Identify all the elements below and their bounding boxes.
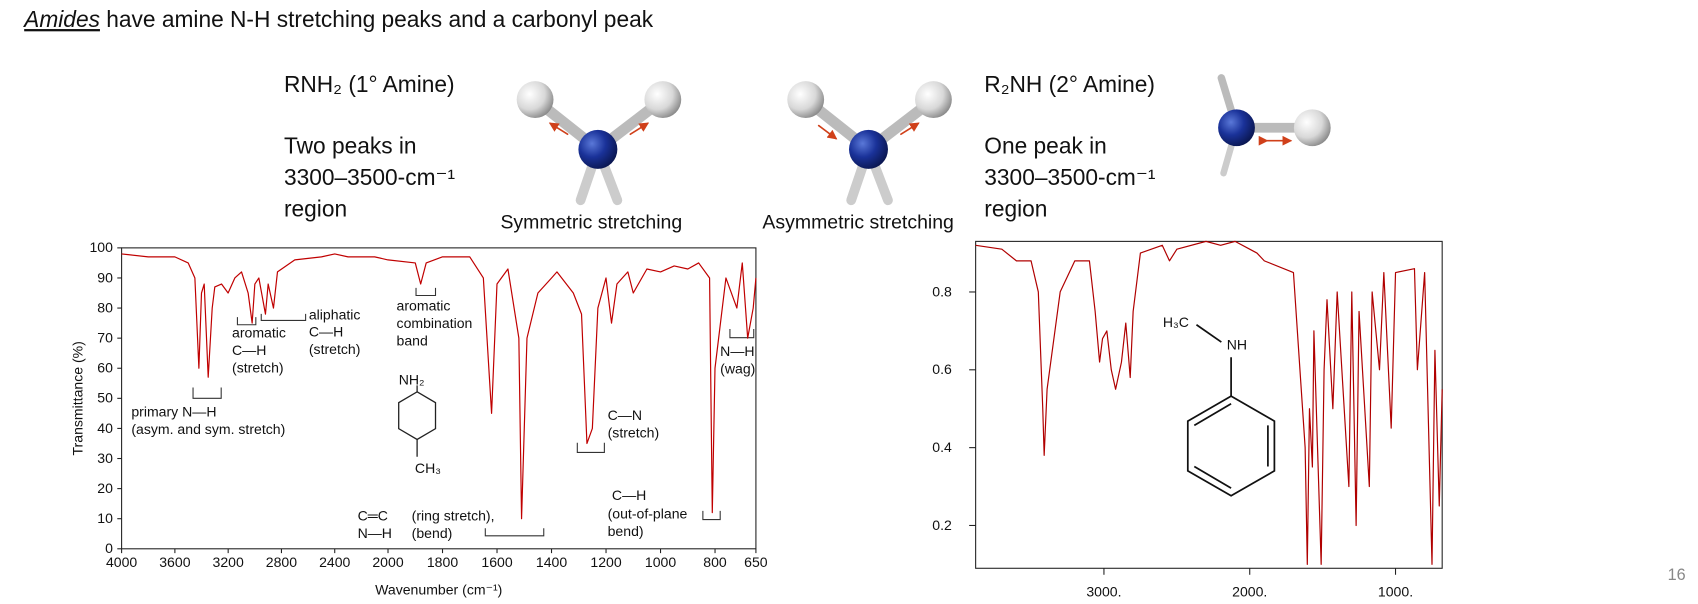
x-tick-label: 3000. [1086, 583, 1121, 599]
x-tick-label: 3600 [159, 554, 190, 570]
primary-text: Two peaks in [284, 133, 417, 159]
primary-heading: RNH₂ (1° Amine) [284, 71, 455, 97]
annotation: H₃C [1163, 314, 1189, 330]
annotation: primary N—H [131, 404, 216, 420]
x-tick-label: 3200 [213, 554, 244, 570]
annotation: C═C [358, 508, 388, 524]
x-tick-label: 1000 [645, 554, 676, 570]
annotation: bend) [608, 523, 644, 539]
y-tick-label: 90 [97, 269, 113, 285]
annotation: (asym. and sym. stretch) [131, 421, 285, 437]
x-tick-label: 1000. [1378, 583, 1413, 599]
annotation: (stretch) [232, 359, 284, 375]
asymmetric-caption: Asymmetric stretching [762, 211, 953, 233]
annotation: C—H [309, 324, 343, 340]
spectrum-line [121, 253, 757, 520]
annotation: N—H [720, 343, 754, 359]
plot-frame [975, 240, 1443, 569]
x-axis-label: Wavenumber (cm⁻¹) [375, 581, 502, 597]
y-tick-label: 0.6 [932, 361, 952, 377]
y-tick-label: 30 [97, 450, 113, 466]
secondary-text: 3300–3500-cm⁻¹ [984, 164, 1156, 190]
secondary-heading: R₂NH (2° Amine) [984, 71, 1155, 97]
annotation: (out-of-plane [608, 505, 688, 521]
annotation: band [397, 332, 428, 348]
molecule-symmetric [516, 81, 682, 206]
secondary-text: region [984, 195, 1047, 221]
y-tick-label: 50 [97, 390, 113, 406]
annotation: CH₃ [415, 460, 441, 476]
y-tick-label: 0.8 [932, 283, 952, 299]
brackets [192, 287, 755, 537]
x-tick-label: 650 [744, 554, 768, 570]
annotation: C—H [232, 342, 266, 358]
secondary-text: One peak in [984, 133, 1107, 159]
x-tick-label: 800 [703, 554, 727, 570]
x-tick-label: 1200 [590, 554, 621, 570]
x-tick-label: 2000. [1232, 583, 1267, 599]
y-tick-label: 0.4 [932, 439, 952, 455]
title-rest: have amine N-H stretching peaks and a ca… [100, 6, 654, 32]
annotation: N—H [358, 525, 392, 541]
x-tick-label: 2800 [266, 554, 297, 570]
spectrum-line [975, 240, 1443, 565]
y-axis-label: Transmittance (%) [70, 341, 86, 455]
y-tick-label: 0 [105, 540, 113, 556]
toluidine-structure [398, 385, 437, 457]
molecule-asymmetric [787, 81, 952, 206]
x-tick-label: 1600 [481, 554, 512, 570]
y-tick-label: 40 [97, 420, 113, 436]
molecule-secondary [1217, 74, 1331, 177]
y-tick-label: 60 [97, 360, 113, 376]
annotation: NH [1227, 337, 1247, 353]
annotation: (ring stretch), [412, 508, 495, 524]
annotation: (bend) [412, 525, 453, 541]
x-tick-label: 1800 [427, 554, 458, 570]
annotation: C—H [612, 487, 646, 503]
page-number: 16 [1668, 566, 1686, 584]
primary-text: region [284, 195, 347, 221]
annotation: (stretch) [309, 341, 361, 357]
x-tick-label: 4000 [106, 554, 137, 570]
symmetric-caption: Symmetric stretching [500, 211, 682, 233]
y-tick-label: 20 [97, 480, 113, 496]
y-tick-label: 0.2 [932, 517, 952, 533]
annotation: NH₂ [399, 371, 425, 387]
y-tick-label: 10 [97, 510, 113, 526]
y-tick-label: 70 [97, 329, 113, 345]
x-tick-label: 1400 [536, 554, 567, 570]
x-tick-label: 2000 [372, 554, 403, 570]
annotation: aromatic [232, 325, 286, 341]
annotation: aromatic [397, 298, 451, 314]
annotation: combination [397, 315, 473, 331]
title-emphasis: Amides [22, 6, 100, 32]
y-tick-label: 100 [89, 239, 113, 255]
annotation: aliphatic [309, 306, 361, 322]
slide-title: Amides have amine N-H stretching peaks a… [22, 6, 654, 32]
methylaniline-structure [1186, 324, 1276, 497]
annotation: (stretch) [608, 424, 660, 440]
annotation: C—N [608, 407, 642, 423]
primary-text: 3300–3500-cm⁻¹ [284, 164, 456, 190]
annotation: (wag) [720, 360, 755, 376]
y-tick-label: 80 [97, 299, 113, 315]
x-tick-label: 2400 [319, 554, 350, 570]
